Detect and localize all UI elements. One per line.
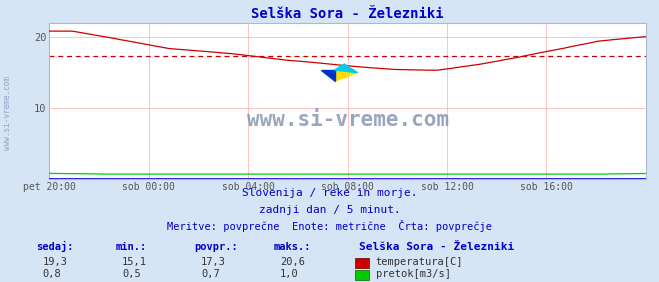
Polygon shape bbox=[335, 64, 357, 73]
Text: temperatura[C]: temperatura[C] bbox=[376, 257, 463, 266]
Text: min.:: min.: bbox=[115, 242, 146, 252]
Text: povpr.:: povpr.: bbox=[194, 242, 238, 252]
Text: 1,0: 1,0 bbox=[280, 269, 299, 279]
Text: Selška Sora - Železniki: Selška Sora - Železniki bbox=[359, 242, 515, 252]
Text: www.si-vreme.com: www.si-vreme.com bbox=[246, 110, 449, 130]
Text: www.si-vreme.com: www.si-vreme.com bbox=[3, 76, 13, 150]
Text: 17,3: 17,3 bbox=[201, 257, 226, 266]
Text: 15,1: 15,1 bbox=[122, 257, 147, 266]
Text: 0,8: 0,8 bbox=[43, 269, 61, 279]
Polygon shape bbox=[335, 70, 357, 81]
Text: 19,3: 19,3 bbox=[43, 257, 68, 266]
Text: 0,7: 0,7 bbox=[201, 269, 219, 279]
Text: 20,6: 20,6 bbox=[280, 257, 305, 266]
Title: Selška Sora - Železniki: Selška Sora - Železniki bbox=[251, 7, 444, 21]
Text: maks.:: maks.: bbox=[273, 242, 311, 252]
Text: Slovenija / reke in morje.: Slovenija / reke in morje. bbox=[242, 188, 417, 198]
Text: sedaj:: sedaj: bbox=[36, 241, 74, 252]
Text: Meritve: povprečne  Enote: metrične  Črta: povprečje: Meritve: povprečne Enote: metrične Črta:… bbox=[167, 220, 492, 232]
Text: 0,5: 0,5 bbox=[122, 269, 140, 279]
Text: zadnji dan / 5 minut.: zadnji dan / 5 minut. bbox=[258, 205, 401, 215]
Polygon shape bbox=[322, 70, 335, 81]
Text: pretok[m3/s]: pretok[m3/s] bbox=[376, 269, 451, 279]
